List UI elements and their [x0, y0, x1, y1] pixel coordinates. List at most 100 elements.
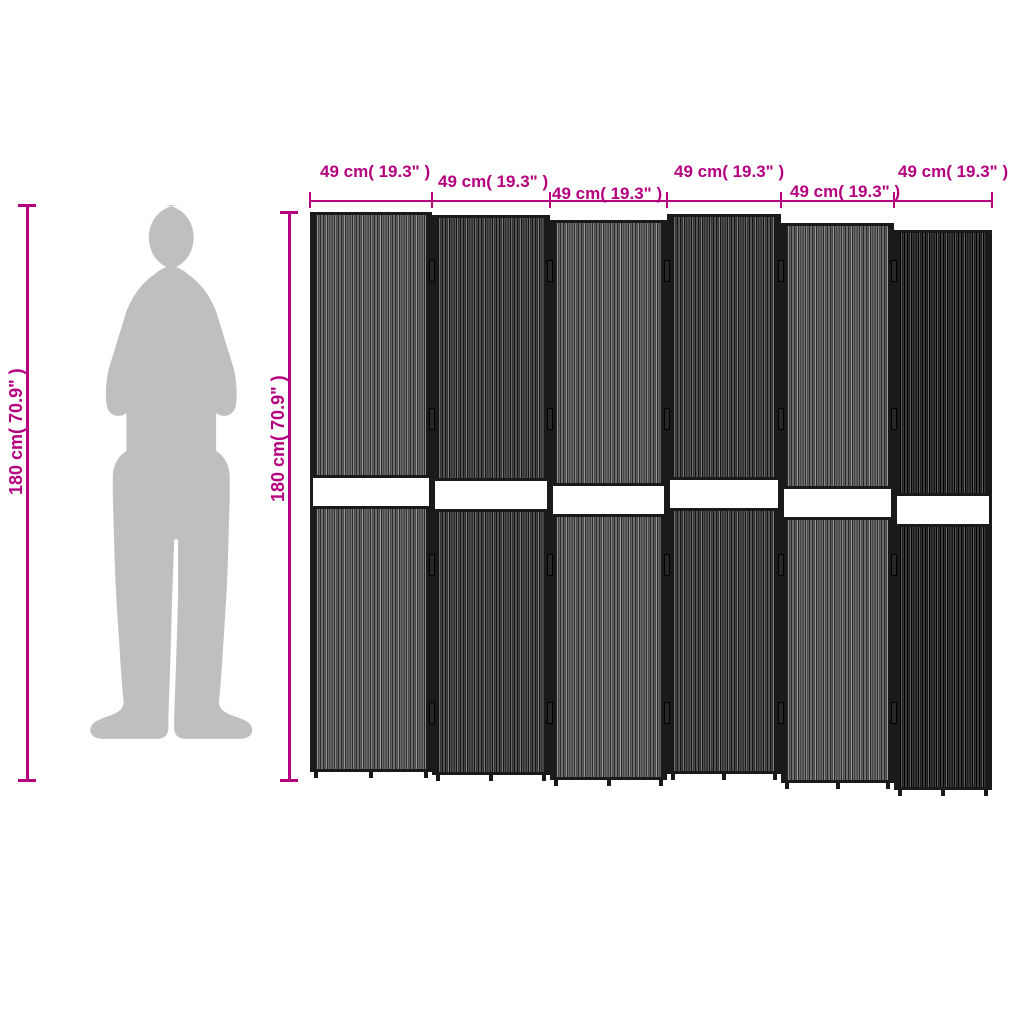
panel-section: [313, 212, 429, 478]
hinge: [547, 260, 553, 282]
hinge: [891, 260, 897, 282]
panel-foot: [436, 775, 440, 781]
hinge: [429, 408, 435, 430]
panel-foot: [785, 783, 789, 789]
panel-section: [553, 514, 664, 780]
width-dim-tick: [666, 192, 668, 208]
hinge: [664, 408, 670, 430]
divider-panel: [781, 223, 894, 789]
panel-section: [553, 220, 664, 486]
divider-panel: [310, 212, 432, 778]
panel-feet: [894, 790, 992, 796]
height-dim-label: 180 cm( 70.9" ): [6, 368, 27, 495]
hinge: [547, 408, 553, 430]
panel-foot: [607, 780, 611, 786]
height-dim-cap: [18, 779, 36, 782]
divider-panel: [432, 215, 550, 781]
panel-border: [435, 215, 547, 481]
divider-panel: [667, 214, 781, 780]
panel-foot: [489, 775, 493, 781]
hinge: [429, 554, 435, 576]
panel-feet: [550, 780, 667, 786]
panel-section: [670, 214, 778, 480]
panel-feet: [781, 783, 894, 789]
panel-border: [313, 506, 429, 772]
panel-foot: [722, 774, 726, 780]
divider-panel: [550, 220, 667, 786]
hinge: [547, 554, 553, 576]
width-dim-label: 49 cm( 19.3" ): [438, 172, 548, 192]
hinge: [778, 260, 784, 282]
panel-section: [435, 509, 547, 775]
panel-gap: [435, 481, 547, 509]
panel-frame: [989, 230, 992, 790]
height-dim-label: 180 cm( 70.9" ): [268, 375, 289, 502]
panel-border: [313, 212, 429, 478]
panel-border: [897, 524, 989, 790]
panel-gap: [784, 489, 891, 517]
panel-foot: [773, 774, 777, 780]
width-dim-label: 49 cm( 19.3" ): [790, 182, 900, 202]
panel-section: [784, 223, 891, 489]
panel-section: [313, 506, 429, 772]
panel-border: [784, 223, 891, 489]
width-dim-label: 49 cm( 19.3" ): [552, 184, 662, 204]
panel-feet: [667, 774, 781, 780]
hinge: [664, 702, 670, 724]
panel-gap: [670, 480, 778, 508]
panel-foot: [898, 790, 902, 796]
panel-foot: [671, 774, 675, 780]
width-dim-label: 49 cm( 19.3" ): [320, 162, 430, 182]
room-divider: [310, 212, 992, 778]
width-dim-tick: [991, 192, 993, 208]
hinge: [547, 702, 553, 724]
panel-border: [553, 220, 664, 486]
panel-foot: [554, 780, 558, 786]
panel-section: [897, 524, 989, 790]
hinge: [891, 702, 897, 724]
panel-foot: [369, 772, 373, 778]
panel-foot: [424, 772, 428, 778]
panel-gap: [897, 496, 989, 524]
panel-foot: [659, 780, 663, 786]
width-dim-tick: [549, 192, 551, 208]
panel-foot: [836, 783, 840, 789]
panel-feet: [432, 775, 550, 781]
panel-foot: [314, 772, 318, 778]
hinge: [778, 702, 784, 724]
panel-border: [670, 214, 778, 480]
height-dim-cap: [280, 779, 298, 782]
hinge: [891, 554, 897, 576]
panel-border: [435, 509, 547, 775]
panel-section: [897, 230, 989, 496]
hinge: [429, 260, 435, 282]
panel-section: [784, 517, 891, 783]
diagram-stage: 180 cm( 70.9" ) 180 cm( 70.9" ) 49 cm( 19.…: [0, 0, 1024, 1024]
hinge: [778, 554, 784, 576]
panel-border: [553, 514, 664, 780]
height-dim-cap: [280, 211, 298, 214]
hinge: [664, 554, 670, 576]
panel-feet: [310, 772, 432, 778]
width-dim-tick: [431, 192, 433, 208]
hinge: [778, 408, 784, 430]
hinge: [891, 408, 897, 430]
panel-gap: [313, 478, 429, 506]
hinge: [429, 702, 435, 724]
panel-border: [897, 230, 989, 496]
panel-border: [670, 508, 778, 774]
panel-foot: [542, 775, 546, 781]
hinge: [664, 260, 670, 282]
height-dim-cap: [18, 204, 36, 207]
width-dim-label: 49 cm( 19.3" ): [674, 162, 784, 182]
width-dim-tick: [309, 192, 311, 208]
panel-foot: [941, 790, 945, 796]
width-dim-tick: [780, 192, 782, 208]
panel-section: [670, 508, 778, 774]
panel-border: [784, 517, 891, 783]
panel-foot: [984, 790, 988, 796]
human-silhouette: [65, 205, 260, 775]
width-dim-label: 49 cm( 19.3" ): [898, 162, 1008, 182]
divider-panel: [894, 230, 992, 796]
panel-section: [435, 215, 547, 481]
